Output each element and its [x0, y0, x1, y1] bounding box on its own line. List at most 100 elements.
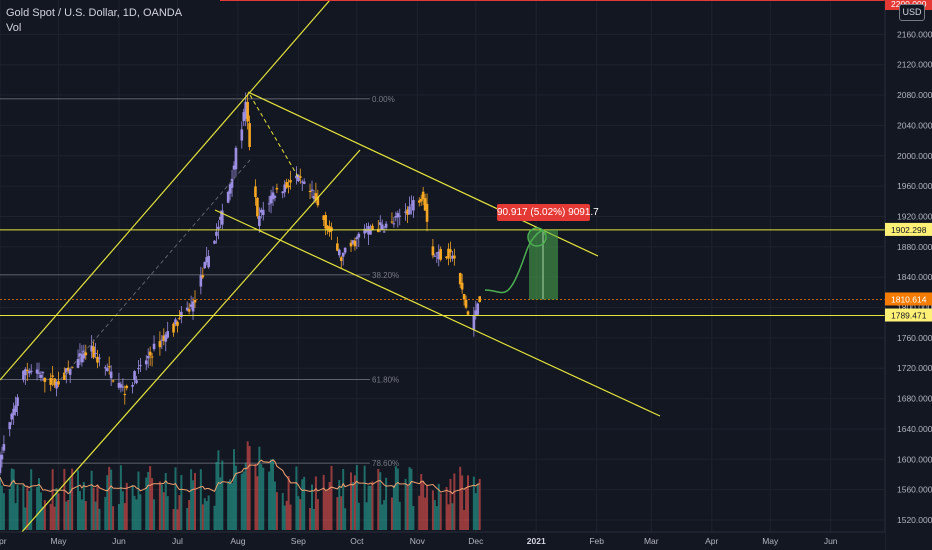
- volume-bar: [418, 495, 421, 530]
- candle-body: [24, 369, 27, 376]
- price-label-text: 1789.471: [891, 311, 927, 321]
- price-tick-label: 2000.000: [897, 151, 932, 161]
- candle-body: [105, 368, 109, 372]
- candle-body: [125, 385, 129, 389]
- volume-bar: [0, 485, 3, 530]
- volume-bar: [281, 493, 284, 530]
- volume-bar: [53, 506, 56, 530]
- volume-bar: [365, 502, 368, 530]
- volume-bar: [63, 468, 66, 530]
- volume-bar: [10, 468, 13, 530]
- candle-body: [63, 372, 66, 381]
- volume-bar: [351, 482, 354, 530]
- volume-bar: [125, 482, 128, 530]
- volume-bar: [371, 481, 374, 530]
- candle-body: [449, 249, 452, 253]
- candle-body: [98, 357, 101, 359]
- candle-body: [111, 380, 115, 382]
- volume-bar: [41, 506, 44, 530]
- candle-body: [289, 180, 292, 183]
- volume-indicator-label[interactable]: Vol: [6, 22, 22, 34]
- volume-bar: [326, 490, 329, 530]
- fib-level-label: 78.60%: [372, 459, 399, 468]
- volume-bar: [36, 486, 39, 530]
- volume-bar: [131, 484, 134, 530]
- candle-body: [57, 381, 60, 385]
- candle-body: [273, 195, 277, 198]
- candle-body: [107, 366, 111, 368]
- volume-bar: [260, 464, 263, 530]
- candle-body: [300, 181, 304, 183]
- volume-bar: [117, 503, 120, 530]
- volume-bar: [394, 466, 397, 530]
- volume-bar: [285, 500, 288, 530]
- candle-body: [201, 275, 205, 278]
- candle-body: [185, 307, 189, 311]
- volume-bar: [312, 508, 315, 530]
- volume-bar: [309, 507, 312, 530]
- fib-level-label: 0.00%: [372, 95, 395, 104]
- trend-channel-line: [12, 149, 361, 543]
- volume-bar: [221, 460, 224, 530]
- volume-bar: [201, 504, 204, 530]
- candle-body: [260, 209, 263, 213]
- volume-bar: [424, 497, 427, 530]
- price-tick-label: 1920.000: [897, 211, 932, 221]
- candle-body: [213, 240, 216, 244]
- volume-bar: [110, 469, 113, 530]
- time-tick-label: Apr: [705, 536, 718, 546]
- currency-button[interactable]: USD: [899, 4, 925, 21]
- time-tick-label: May: [50, 536, 67, 546]
- candle-body: [53, 378, 56, 386]
- candle-body: [453, 255, 456, 259]
- candle-body: [341, 252, 345, 257]
- volume-bar: [229, 479, 232, 530]
- volume-bar: [465, 487, 468, 530]
- volume-bar: [268, 471, 271, 530]
- volume-bar: [328, 481, 331, 530]
- symbol-title[interactable]: Gold Spot / U.S. Dollar, 1D, OANDA: [6, 7, 183, 19]
- price-tick-label: 2120.000: [897, 60, 932, 70]
- price-tick-label: 2080.000: [897, 90, 932, 100]
- volume-bar: [467, 475, 469, 530]
- volume-bar: [476, 484, 479, 530]
- candle-body: [299, 176, 302, 178]
- volume-bar: [322, 474, 325, 530]
- volume-bar: [381, 504, 384, 530]
- candle-body: [431, 246, 435, 256]
- volume-bar: [392, 485, 395, 530]
- candle-body: [464, 299, 468, 308]
- volume-bar: [234, 465, 237, 530]
- candle-body: [139, 365, 142, 367]
- volume-bar: [82, 482, 85, 530]
- candle-body: [316, 196, 320, 206]
- volume-bar: [180, 475, 183, 530]
- candle-body: [394, 215, 398, 218]
- time-tick-label: Oct: [350, 536, 364, 546]
- time-tick-label: Jul: [172, 536, 183, 546]
- candle-body: [460, 282, 464, 290]
- candle-body: [363, 228, 366, 234]
- candle-body: [152, 343, 156, 350]
- price-tick-label: 1600.000: [897, 454, 932, 464]
- candle-body: [412, 200, 415, 211]
- volume-bar: [145, 477, 148, 530]
- volume-bar: [147, 471, 150, 530]
- volume-bar: [350, 472, 352, 530]
- candle-body: [133, 371, 136, 381]
- volume-bar: [336, 497, 339, 530]
- volume-bar: [303, 476, 306, 530]
- volume-bar: [112, 506, 115, 530]
- candle-body: [439, 249, 442, 260]
- candle-body: [458, 272, 462, 285]
- price-tick-label: 1880.000: [897, 242, 932, 252]
- candle-body: [283, 184, 286, 193]
- price-tick-label: 1520.000: [897, 515, 932, 525]
- candle-body: [26, 369, 29, 372]
- volume-bar: [353, 475, 356, 530]
- volume-bar: [311, 484, 313, 530]
- volume-bar: [363, 465, 366, 530]
- trend-channel-line: [0, 0, 331, 381]
- candle-body: [172, 323, 175, 333]
